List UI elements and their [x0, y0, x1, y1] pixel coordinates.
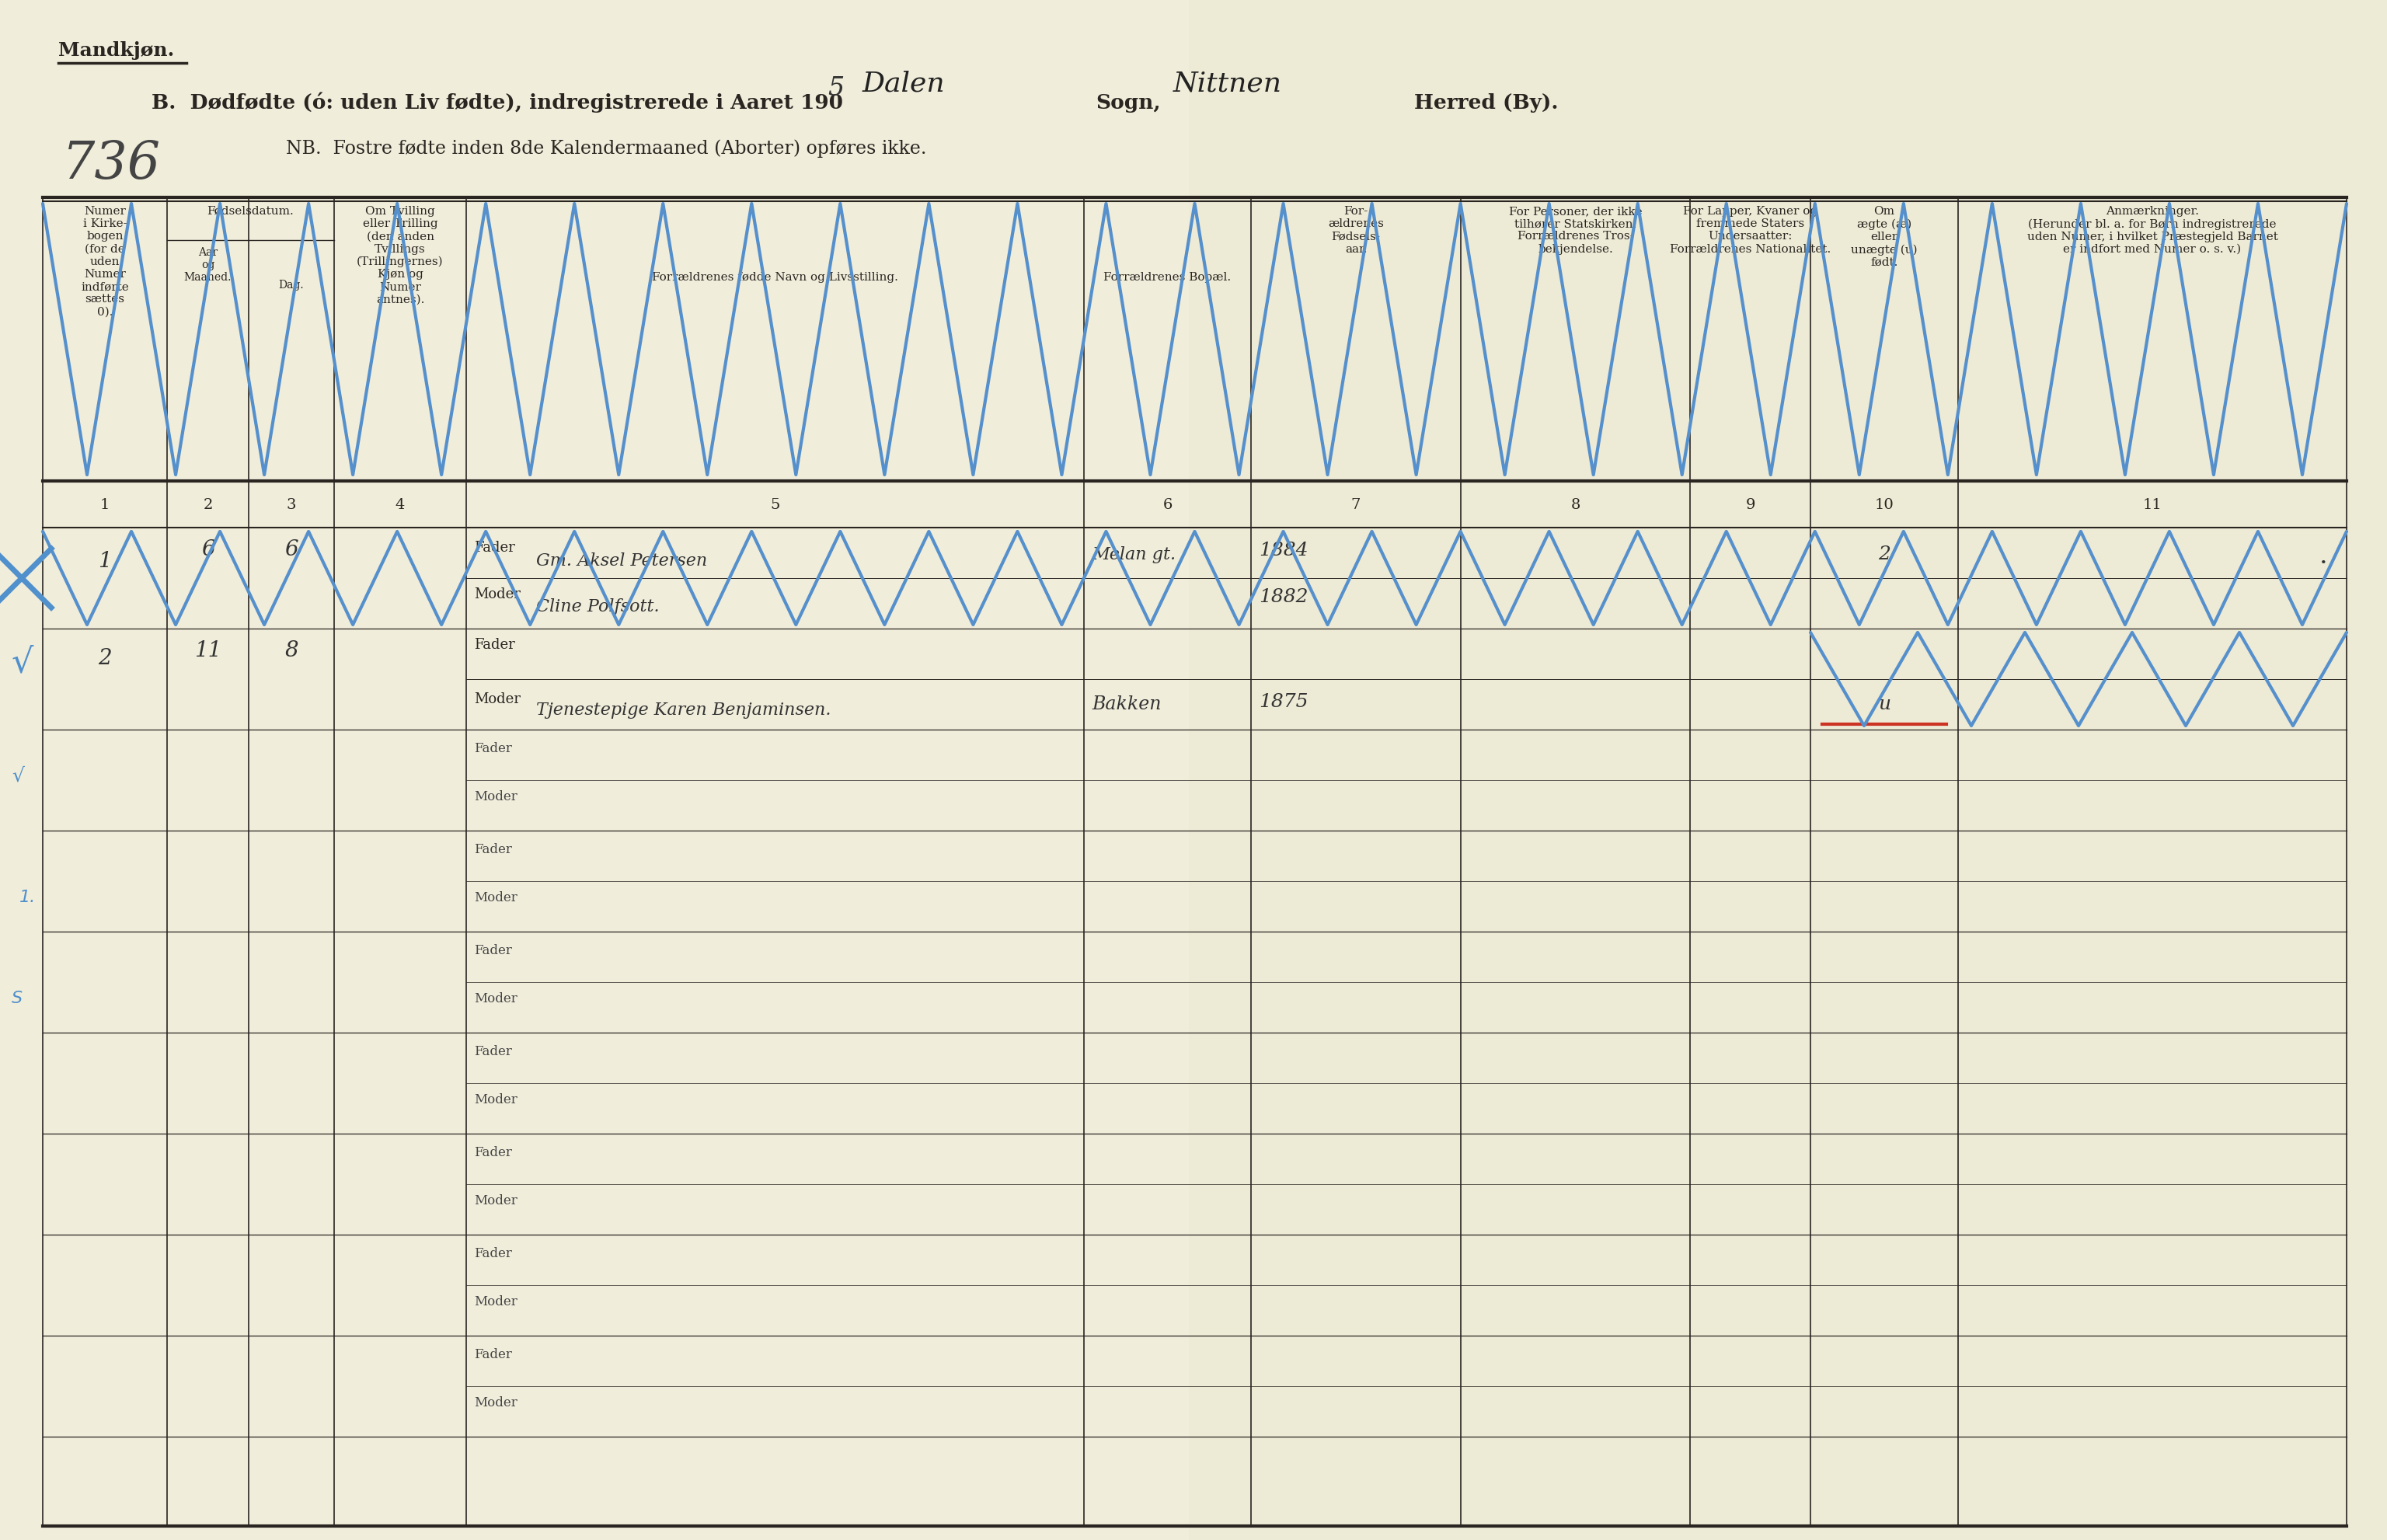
Text: 5: 5	[771, 497, 781, 511]
Text: 7: 7	[1351, 497, 1361, 511]
Text: Dag.: Dag.	[279, 280, 303, 291]
Text: 6: 6	[201, 539, 215, 561]
Text: Om Tvilling
eller Trilling
(den anden
Tvillings
(Trillingernes)
Kjøn og
Numer
an: Om Tvilling eller Trilling (den anden Tv…	[356, 206, 444, 305]
Text: Bakken: Bakken	[1091, 695, 1160, 713]
Text: Aar
og
Maaned.: Aar og Maaned.	[184, 246, 232, 283]
Text: Moder: Moder	[475, 691, 520, 705]
Text: 8: 8	[284, 641, 298, 661]
Text: Melan gt.: Melan gt.	[1091, 547, 1177, 564]
Text: u: u	[1879, 695, 1891, 713]
Text: Moder: Moder	[475, 1295, 518, 1307]
Text: Fader: Fader	[475, 944, 511, 956]
Text: Moder: Moder	[475, 1194, 518, 1207]
Text: Nittnen: Nittnen	[1174, 71, 1282, 97]
Text: 11: 11	[193, 641, 222, 661]
Text: For-
ældrenes
Fødsels-
aar.: For- ældrenes Fødsels- aar.	[1327, 206, 1384, 254]
Text: Fader: Fader	[475, 1146, 511, 1158]
Text: Moder: Moder	[475, 790, 518, 802]
Text: 3: 3	[286, 497, 296, 511]
Text: Fader: Fader	[475, 742, 511, 755]
Text: 736: 736	[62, 139, 160, 189]
Text: 2: 2	[203, 497, 212, 511]
Text: √: √	[12, 645, 33, 679]
Text: Mandkjøn.: Mandkjøn.	[57, 42, 174, 60]
Text: Dalen: Dalen	[862, 71, 945, 97]
Text: For Personer, der ikke
tilhører Statskirken:
Forrældrenes Tros-
bekjendelse.: For Personer, der ikke tilhører Statskir…	[1509, 206, 1642, 254]
Text: Fader: Fader	[475, 638, 516, 651]
Bar	[1189, 0, 2387, 1540]
Text: Fader: Fader	[475, 1348, 511, 1361]
Text: Forrældrenes fødde Navn og Livsstilling.: Forrældrenes fødde Navn og Livsstilling.	[652, 273, 898, 283]
Text: 9: 9	[1745, 497, 1754, 511]
Text: √: √	[12, 765, 24, 784]
Text: 4: 4	[396, 497, 406, 511]
Text: 1.: 1.	[19, 889, 36, 904]
Text: 2: 2	[98, 648, 112, 668]
Text: 1882: 1882	[1258, 588, 1308, 605]
Text: Fader: Fader	[475, 842, 511, 856]
Text: Moder: Moder	[475, 1093, 518, 1106]
Text: Fødselsdatum.: Fødselsdatum.	[208, 206, 294, 217]
Text: 11: 11	[2144, 497, 2163, 511]
Text: Fader: Fader	[475, 1246, 511, 1260]
Text: Moder: Moder	[475, 587, 520, 601]
Text: B.  Dødfødte (ó: uden Liv fødte), indregistrerede i Aaret 190: B. Dødfødte (ó: uden Liv fødte), indregi…	[150, 92, 843, 112]
Text: 6: 6	[284, 539, 298, 561]
Text: Moder: Moder	[475, 992, 518, 1006]
Text: 5: 5	[828, 75, 845, 102]
Text: Moder: Moder	[475, 1395, 518, 1409]
Text: Fader: Fader	[475, 541, 516, 554]
Text: Moder: Moder	[475, 890, 518, 904]
Text: 6: 6	[1162, 497, 1172, 511]
Text: .: .	[2320, 544, 2327, 568]
Text: 2: 2	[1879, 545, 1891, 564]
Text: Gm. Aksel Petersen: Gm. Aksel Petersen	[537, 553, 707, 570]
Text: Cline Polfsott.: Cline Polfsott.	[537, 598, 659, 614]
Text: Anmærkninger.
(Herunder bl. a. for Børn indregistrerede
uden Numer, i hvilket Pr: Anmærkninger. (Herunder bl. a. for Børn …	[2027, 206, 2277, 254]
Text: Forrældrenes Bopæl.: Forrældrenes Bopæl.	[1103, 273, 1232, 283]
Text: S: S	[12, 990, 21, 1006]
Text: 10: 10	[1874, 497, 1893, 511]
Text: 1884: 1884	[1258, 541, 1308, 559]
Text: NB.  Fostre fødte inden 8de Kalendermaaned (Aborter) opføres ikke.: NB. Fostre fødte inden 8de Kalendermaane…	[286, 140, 926, 157]
Text: For Lapper, Kvaner og
fremmede Staters
Undersaatter:
Forrældrenes Nationalitet.: For Lapper, Kvaner og fremmede Staters U…	[1671, 206, 1831, 254]
Text: 1: 1	[98, 551, 112, 571]
Text: 1875: 1875	[1258, 693, 1308, 710]
Text: Tjenestepige Karen Benjaminsen.: Tjenestepige Karen Benjaminsen.	[537, 701, 831, 718]
Text: Fader: Fader	[475, 1044, 511, 1058]
Text: Herred (By).: Herred (By).	[1413, 94, 1559, 112]
Text: 8: 8	[1571, 497, 1580, 511]
Text: Numer
i Kirke-
bogen
(for de
uden
Numer
indførte
sættes
0).: Numer i Kirke- bogen (for de uden Numer …	[81, 206, 129, 317]
Text: 1: 1	[100, 497, 110, 511]
Text: Sogn,: Sogn,	[1096, 94, 1160, 112]
Text: Om
ægte (æ)
eller
unægte (u)
født.: Om ægte (æ) eller unægte (u) født.	[1850, 206, 1917, 268]
